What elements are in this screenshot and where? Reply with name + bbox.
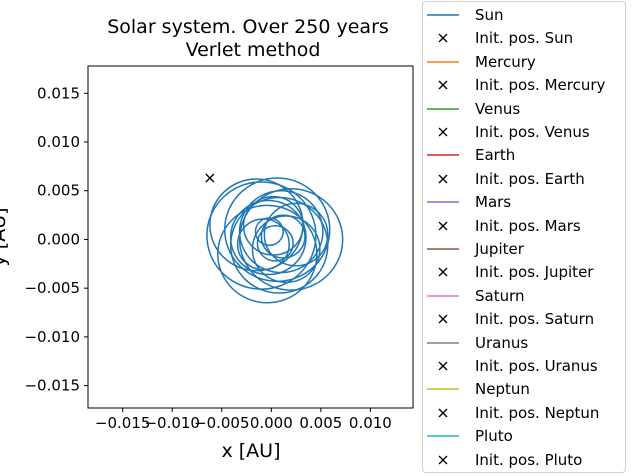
legend-entry: Init. pos. Mercury <box>423 75 627 95</box>
sun-orbit-loop-11 <box>260 214 306 259</box>
y-tick-label: 0.015 <box>37 84 80 102</box>
legend-line-swatch <box>427 248 459 250</box>
legend-label: Venus <box>475 99 521 118</box>
legend-label: Uranus <box>475 333 529 352</box>
legend-entry: Init. pos. Earth <box>423 169 627 189</box>
sun-orbit-loop-13 <box>254 217 284 247</box>
plot-area-frame <box>87 65 414 409</box>
legend-entry: Earth <box>423 145 627 165</box>
legend-line-swatch <box>427 435 459 437</box>
legend-label: Jupiter <box>475 240 524 258</box>
legend-label: Pluto <box>475 427 513 446</box>
legend-entry: Init. pos. Saturn <box>423 309 627 329</box>
legend-entry: Init. pos. Mars <box>423 216 627 236</box>
legend-entry: Uranus <box>423 333 627 353</box>
legend-label: Init. pos. Mercury <box>475 76 606 95</box>
legend-cross-marker <box>438 80 448 90</box>
legend-line-swatch <box>427 107 459 110</box>
x-tick-label: −0.005 <box>194 414 250 432</box>
x-tick-label: −0.010 <box>144 414 200 432</box>
legend: Sun Init. pos. Sun Mercury Init. pos. Mercu… <box>422 1 626 473</box>
legend-entry: Init. pos. Neptun <box>423 403 627 423</box>
legend-label: Init. pos. Uranus <box>475 357 598 375</box>
legend-label: Init. pos. Saturn <box>475 310 595 329</box>
legend-cross-marker <box>438 174 448 184</box>
y-tick-label: −0.010 <box>24 328 80 346</box>
legend-label: Neptun <box>475 380 530 399</box>
legend-entry: Sun <box>423 5 627 25</box>
legend-line-swatch <box>427 294 459 297</box>
legend-cross-marker <box>438 314 448 324</box>
legend-entry: Init. pos. Jupiter <box>423 262 627 282</box>
init-pos-marker-0 <box>205 173 215 183</box>
legend-label: Init. pos. Pluto <box>475 450 583 469</box>
legend-label: Init. pos. Neptun <box>475 403 600 422</box>
x-axis-ticks: −0.015−0.010−0.005 0.000 0.005 0.010 <box>95 408 392 432</box>
legend-label: Mars <box>475 193 512 212</box>
legend-entry: Jupiter <box>423 239 627 259</box>
y-tick-label: −0.015 <box>24 377 80 395</box>
legend-label: Saturn <box>475 286 525 305</box>
legend-entry: Init. pos. Venus <box>423 122 627 142</box>
legend-line-swatch <box>427 154 459 157</box>
legend-entry: Venus <box>423 99 627 119</box>
legend-label: Init. pos. Mars <box>475 216 581 235</box>
legend-entry: Neptun <box>423 379 627 399</box>
legend-entry: Mars <box>423 192 627 212</box>
x-tick-label: −0.015 <box>95 414 151 432</box>
sun-orbit-loop-12 <box>256 225 294 262</box>
legend-label: Init. pos. Sun <box>475 29 574 48</box>
legend-entry: Mercury <box>423 52 627 72</box>
legend-label: Init. pos. Earth <box>475 169 585 188</box>
sun-orbit-loop-8 <box>251 215 321 284</box>
sun-orbit-loop-14 <box>263 202 329 267</box>
legend-cross-marker <box>438 267 448 277</box>
legend-entry: Init. pos. Pluto <box>423 450 627 470</box>
legend-cross-marker <box>438 361 448 371</box>
x-tick-label: 0.005 <box>299 414 342 432</box>
legend-line-swatch <box>427 388 459 391</box>
legend-label: Earth <box>475 146 516 165</box>
legend-label: Sun <box>475 6 504 24</box>
legend-cross-marker <box>438 33 448 43</box>
legend-cross-marker <box>438 408 448 418</box>
legend-line-swatch <box>427 60 459 63</box>
y-axis-ticks: −0.015 −0.010 −0.005 0.000 0.005 0.010 0.015 <box>24 84 88 395</box>
legend-entry: Pluto <box>423 426 627 446</box>
chart-subtitle: Verlet method <box>186 39 321 61</box>
y-tick-label: −0.005 <box>24 279 80 297</box>
y-tick-label: 0.010 <box>37 133 80 151</box>
y-tick-label: 0.005 <box>37 182 80 200</box>
legend-cross-marker <box>438 127 448 137</box>
legend-entry: Init. pos. Uranus <box>423 356 627 376</box>
sun-orbit-series <box>206 177 344 304</box>
y-axis-label: y [AU] <box>0 207 10 266</box>
x-tick-label: 0.000 <box>250 414 293 432</box>
chart-title: Solar system. Over 250 years <box>107 16 389 38</box>
legend-label: Init. pos. Venus <box>475 123 590 141</box>
y-tick-label: 0.000 <box>37 230 80 248</box>
sun-orbit-loop-7 <box>229 199 307 276</box>
legend-label: Init. pos. Jupiter <box>475 263 594 282</box>
x-axis-label: x [AU] <box>221 440 280 462</box>
legend-cross-marker <box>438 221 448 231</box>
legend-line-swatch <box>427 201 459 203</box>
x-tick-label: 0.010 <box>349 414 392 432</box>
legend-line-swatch <box>427 341 459 344</box>
initial-position-markers <box>205 173 215 183</box>
legend-line-swatch <box>427 14 459 16</box>
legend-entry: Saturn <box>423 286 627 306</box>
legend-entry: Init. pos. Sun <box>423 28 627 48</box>
legend-cross-marker <box>438 455 448 465</box>
legend-label: Mercury <box>475 52 536 71</box>
